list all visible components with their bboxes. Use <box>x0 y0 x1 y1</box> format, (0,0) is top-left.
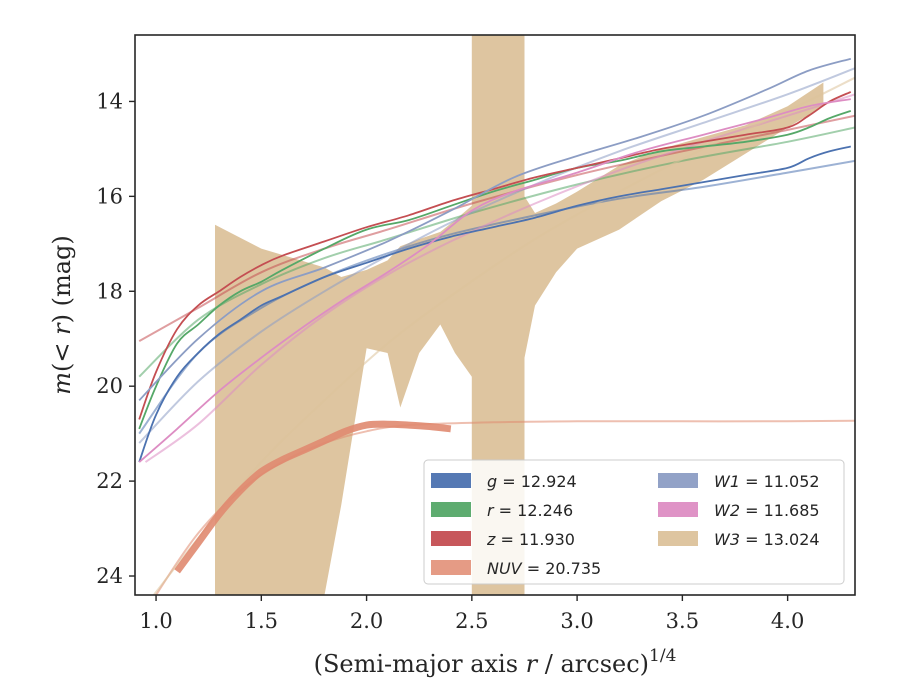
y-tick-label: 24 <box>96 564 123 588</box>
x-tick-label: 2.0 <box>350 609 383 633</box>
series-w1-model-line <box>138 67 855 444</box>
series-w2-line <box>138 98 851 463</box>
x-axis-label: (Semi-major axis r / arcsec)1/4 <box>314 646 677 678</box>
legend: g = 12.924 r = 12.246 z = 11.930 NUV = 20.7… <box>423 459 845 585</box>
y-tick-label: 22 <box>96 469 123 493</box>
series-r-line <box>138 110 852 430</box>
y-tick-label: 16 <box>96 184 123 208</box>
x-tick-label: 1.5 <box>245 609 278 633</box>
legend-label-r: r = 12.246 <box>487 501 573 520</box>
x-tick-label: 3.5 <box>666 609 699 633</box>
series-nuv-line <box>174 420 452 574</box>
x-tick-label: 4.0 <box>771 609 804 633</box>
legend-swatch-w2 <box>658 502 698 517</box>
y-axis-label: m(< r) (mag) <box>48 235 76 395</box>
plot-area <box>138 35 855 595</box>
legend-box <box>423 459 845 585</box>
legend-swatch-r <box>431 502 471 517</box>
series-w3-band <box>215 35 824 595</box>
legend-label-z: z = 11.930 <box>486 530 575 549</box>
series-g-line <box>138 145 852 463</box>
x-tick-label: 3.0 <box>560 609 593 633</box>
legend-swatch-nuv <box>431 560 471 575</box>
y-tick-label: 14 <box>96 89 123 113</box>
series-r-model-line <box>138 126 855 378</box>
axes-ticks: 1.0 1.5 2.0 2.5 3.0 3.5 4.0 14 16 18 20 22 24 <box>96 89 804 633</box>
x-tick-label: 2.5 <box>455 609 488 633</box>
legend-label-g: g = 12.924 <box>487 472 577 491</box>
legend-swatch-w1 <box>658 473 698 488</box>
legend-swatch-z <box>431 531 471 546</box>
series-w2-model-line <box>144 93 855 463</box>
y-tick-label: 18 <box>96 279 123 303</box>
legend-swatch-w3 <box>658 531 698 546</box>
series-w1-line <box>138 57 852 402</box>
legend-label-w2: W2 = 11.685 <box>714 501 820 520</box>
series-z-line <box>138 91 852 420</box>
y-tick-label: 20 <box>96 374 123 398</box>
legend-label-w1: W1 = 11.052 <box>714 472 820 491</box>
legend-swatch-g <box>431 473 471 488</box>
plot-frame <box>134 34 856 596</box>
legend-label-nuv: NUV = 20.735 <box>487 559 601 578</box>
x-tick-label: 1.0 <box>139 609 172 633</box>
legend-label-w3: W3 = 13.024 <box>714 530 820 549</box>
